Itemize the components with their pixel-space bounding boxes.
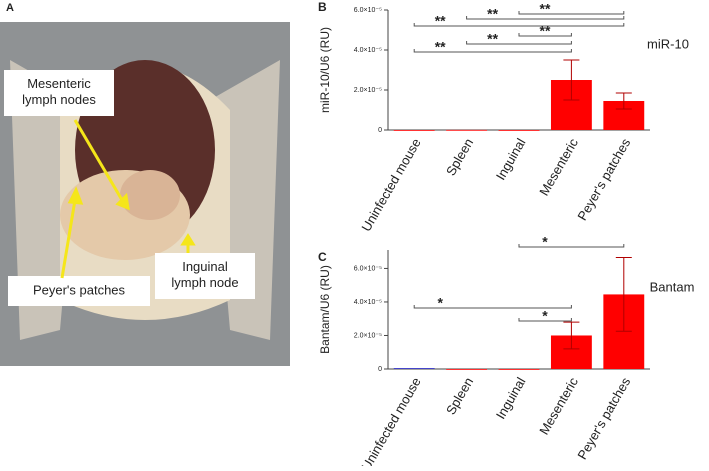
x-tick-label: Uninfected mouse bbox=[358, 375, 423, 466]
significance-bracket bbox=[413, 49, 572, 53]
bar bbox=[393, 368, 435, 369]
bar bbox=[446, 369, 488, 370]
error-bar bbox=[563, 59, 580, 101]
y-tick-label: 2.0×10⁻⁵ bbox=[354, 87, 382, 94]
significance-bracket bbox=[518, 33, 572, 37]
significance-label: ** bbox=[540, 1, 551, 17]
x-tick-label: Uninfected mouse bbox=[358, 136, 423, 234]
significance-label: ** bbox=[435, 13, 446, 29]
significance-bracket bbox=[413, 23, 625, 27]
panel-label: B bbox=[318, 0, 327, 14]
significance-label: * bbox=[437, 295, 443, 311]
error-bar bbox=[563, 321, 580, 350]
significance-bracket bbox=[518, 11, 625, 15]
error-bar bbox=[615, 257, 632, 332]
significance-label: * bbox=[542, 308, 548, 324]
significance-bracket bbox=[518, 318, 572, 322]
y-tick-label: 6.0×10⁻⁵ bbox=[354, 265, 382, 272]
series-label: miR-10 bbox=[647, 36, 689, 51]
y-tick-label: 4.0×10⁻⁵ bbox=[354, 47, 382, 54]
series-label: Bantam bbox=[650, 279, 695, 294]
bar bbox=[498, 369, 540, 370]
annotation: Inguinal lymph node bbox=[171, 259, 238, 290]
significance-label: * bbox=[542, 234, 548, 250]
annotation: Mesenteric lymph nodes bbox=[22, 76, 96, 107]
arrows bbox=[60, 119, 196, 279]
photo-panel: A Mesenteric lymph nodes Peyer's patches … bbox=[0, 2, 290, 366]
bar bbox=[498, 130, 540, 131]
y-tick-label: 0 bbox=[378, 127, 382, 134]
x-tick-label: Inguinal bbox=[493, 136, 529, 183]
significance-bracket bbox=[466, 16, 625, 20]
significance-bracket bbox=[413, 305, 572, 309]
y-axis-label: miR-10/U6 (RU) bbox=[318, 27, 332, 113]
panel-label: C bbox=[318, 250, 327, 264]
annotation-box bbox=[4, 70, 114, 116]
panel-label: A bbox=[6, 2, 14, 14]
y-tick-label: 2.0×10⁻⁵ bbox=[354, 332, 382, 339]
intestine bbox=[120, 170, 180, 220]
y-tick-label: 6.0×10⁻⁵ bbox=[354, 7, 382, 14]
annotation-box bbox=[8, 276, 150, 306]
x-tick-label: Peyer's patches bbox=[574, 135, 633, 223]
x-tick-label: Inguinal bbox=[493, 375, 529, 422]
x-tick-label: Peyer's patches bbox=[574, 374, 633, 462]
error-bar bbox=[615, 92, 632, 110]
y-tick-label: 4.0×10⁻⁵ bbox=[354, 299, 382, 306]
significance-label: ** bbox=[540, 23, 551, 39]
annotation: Peyer's patches bbox=[33, 282, 126, 297]
significance-label: ** bbox=[487, 6, 498, 22]
x-tick-label: Spleen bbox=[443, 375, 476, 418]
x-tick-label: Mesenteric bbox=[536, 135, 581, 198]
significance-bracket bbox=[466, 41, 572, 45]
bar bbox=[446, 129, 488, 131]
x-tick-label: Spleen bbox=[443, 136, 476, 179]
significance-label: ** bbox=[487, 31, 498, 47]
y-axis-label: Bantam/U6 (RU) bbox=[318, 265, 332, 354]
bar bbox=[393, 130, 435, 131]
significance-label: ** bbox=[435, 39, 446, 55]
annotation-box bbox=[155, 253, 255, 299]
x-tick-label: Mesenteric bbox=[536, 374, 581, 437]
significance-bracket bbox=[518, 244, 625, 248]
y-tick-label: 0 bbox=[378, 366, 382, 373]
